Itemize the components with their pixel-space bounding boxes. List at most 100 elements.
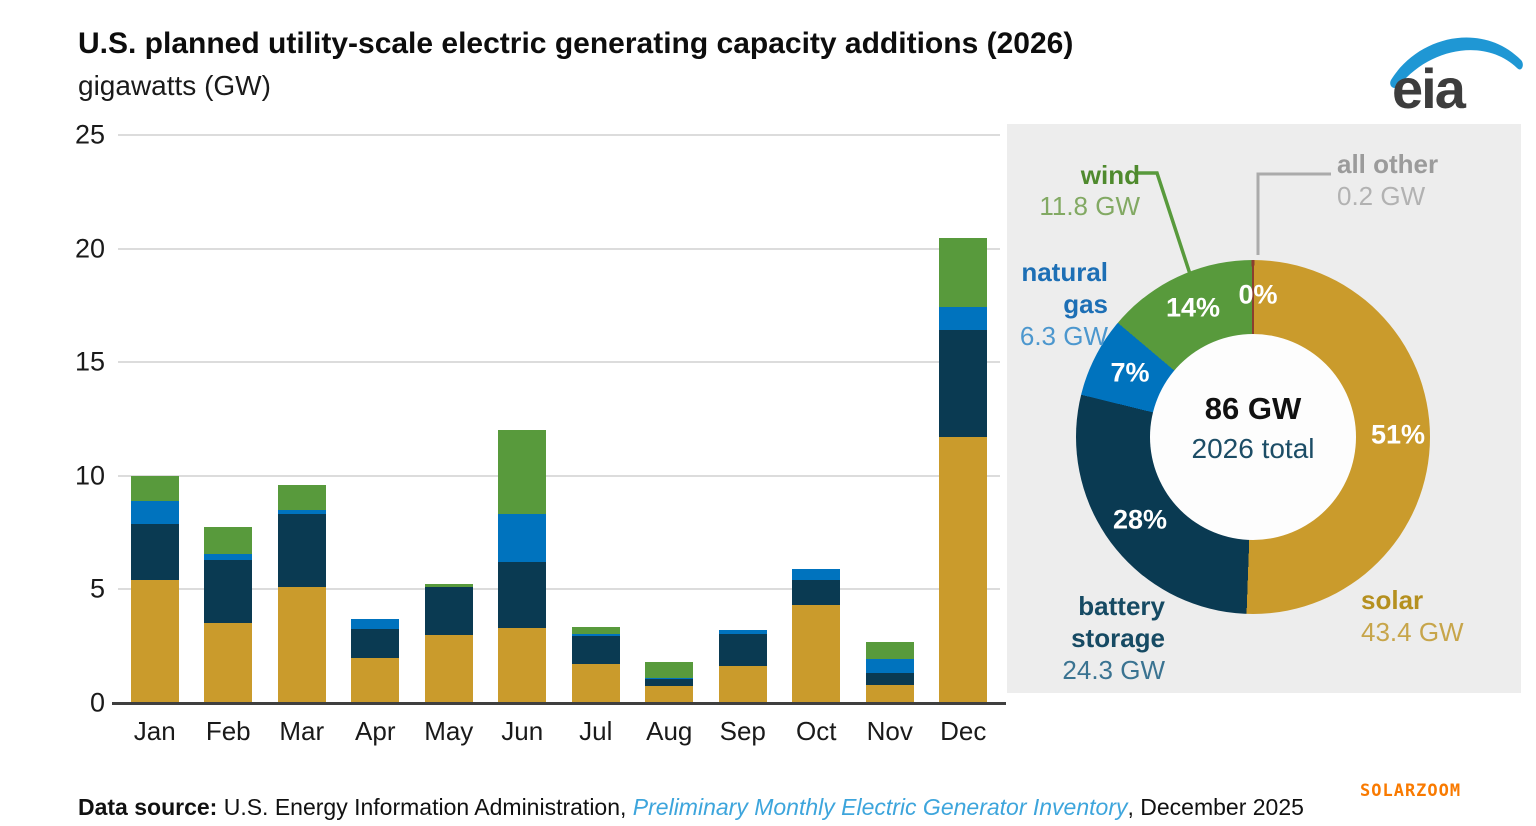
bar-dec-solar: [939, 437, 988, 703]
eia-logo-text: eia: [1392, 57, 1466, 120]
bar-feb-natural-gas: [204, 554, 253, 560]
battery-callout-value: 24.3 GW: [1062, 655, 1165, 685]
bar-mar-wind: [277, 484, 326, 510]
bar-jul-natural-gas: [571, 633, 620, 636]
solarzoom-watermark: SOLARZOOM: [1360, 781, 1462, 801]
x-label-aug: Aug: [646, 716, 693, 746]
x-label-nov: Nov: [866, 716, 913, 746]
bar-aug-wind: [645, 662, 694, 679]
bar-jul-wind: [571, 626, 620, 634]
donut-center-label: 2026 total: [1191, 433, 1315, 464]
battery-storage-callout: battery storage 24.3 GW: [1007, 590, 1165, 686]
bar-may-solar: [424, 634, 473, 703]
bar-apr-natural-gas: [351, 618, 400, 630]
bar-jul: [571, 626, 620, 703]
bar-aug-natural-gas: [645, 678, 694, 680]
bar-jun-battery-storage: [498, 562, 547, 629]
x-axis-line: [112, 702, 1006, 705]
bar-apr: [351, 618, 400, 703]
eia-logo: eia: [1388, 30, 1528, 125]
donut-percent-natural-gas: 7%: [1110, 357, 1150, 388]
natural-gas-callout: natural gas 6.3 GW: [1007, 256, 1108, 352]
gridline-10: [118, 474, 1000, 477]
bar-mar-solar: [277, 587, 326, 703]
solar-callout-value: 43.4 GW: [1361, 617, 1464, 647]
bar-oct-solar: [792, 605, 841, 703]
bar-jan-solar: [130, 580, 179, 703]
bar-sep: [718, 630, 767, 703]
wind-callout-value: 11.8 GW: [1039, 191, 1140, 221]
x-label-feb: Feb: [205, 716, 251, 746]
bar-nov-solar: [865, 684, 914, 703]
data-source-line: Data source: U.S. Energy Information Adm…: [78, 794, 1304, 821]
solar-callout: solar 43.4 GW: [1361, 584, 1464, 648]
donut-panel: 0% 51% 28% 7% 14% 86 GW 2026 total wind …: [1007, 124, 1521, 693]
bar-oct-battery-storage: [792, 580, 841, 606]
bar-oct-natural-gas: [792, 568, 841, 581]
bar-chart-plot: [112, 134, 1006, 705]
y-tick-0: 0: [89, 687, 105, 718]
bar-jul-solar: [571, 664, 620, 703]
bar-dec-wind: [939, 238, 988, 307]
x-label-jul: Jul: [579, 716, 613, 746]
x-label-mar: Mar: [279, 716, 325, 746]
wind-callout: wind 11.8 GW: [1007, 160, 1140, 222]
bar-apr-battery-storage: [351, 629, 400, 658]
eia-swoosh-icon: [1390, 37, 1523, 89]
bar-jan: [130, 475, 179, 703]
gridline-15: [118, 361, 1000, 364]
gridline-5: [118, 588, 1000, 591]
bar-jul-battery-storage: [571, 636, 620, 665]
bar-jan-wind: [130, 475, 179, 501]
y-axis-labels: 0 5 10 15 20 25: [55, 120, 105, 718]
bar-dec: [939, 238, 988, 703]
chart-title: U.S. planned utility-scale electric gene…: [78, 27, 1074, 60]
y-tick-20: 20: [74, 233, 105, 264]
x-label-dec: Dec: [940, 716, 987, 746]
bar-sep-natural-gas: [718, 630, 767, 634]
all-other-callout-line: [1256, 172, 1331, 255]
bar-nov-wind: [865, 641, 914, 659]
bar-feb-battery-storage: [204, 559, 253, 624]
x-label-jun: Jun: [501, 716, 544, 746]
y-tick-10: 10: [74, 460, 105, 491]
y-tick-25: 25: [74, 119, 105, 150]
data-source-publication: Preliminary Monthly Electric Generator I…: [632, 794, 1128, 820]
data-source-suffix: , December 2025: [1127, 794, 1304, 820]
bar-jun: [498, 430, 547, 703]
y-tick-15: 15: [74, 346, 105, 377]
bar-aug-solar: [645, 685, 694, 703]
natural-gas-callout-name-line2: gas: [1063, 289, 1108, 319]
bar-mar: [277, 484, 326, 703]
all-other-callout-value: 0.2 GW: [1337, 181, 1426, 211]
data-source-body: U.S. Energy Information Administration,: [217, 794, 633, 820]
solar-callout-name: solar: [1361, 585, 1424, 615]
wind-callout-name: wind: [1080, 160, 1140, 190]
bar-aug-battery-storage: [645, 679, 694, 686]
x-label-jan: Jan: [133, 716, 176, 746]
bar-feb: [204, 526, 253, 703]
data-source-prefix: Data source:: [78, 794, 218, 820]
gridline-25: [118, 134, 1000, 136]
x-label-apr: Apr: [355, 716, 396, 746]
donut-hole: [1150, 334, 1356, 540]
bar-jun-wind: [498, 430, 547, 515]
bar-nov: [865, 641, 914, 703]
x-label-oct: Oct: [796, 716, 837, 746]
all-other-callout: all other 0.2 GW: [1337, 148, 1438, 212]
bar-apr-solar: [351, 657, 400, 703]
bar-sep-battery-storage: [718, 633, 767, 666]
bar-dec-battery-storage: [939, 330, 988, 438]
bar-sep-solar: [718, 665, 767, 703]
bar-nov-natural-gas: [865, 658, 914, 674]
x-label-may: May: [424, 716, 474, 746]
bar-aug: [645, 662, 694, 703]
bar-dec-natural-gas: [939, 306, 988, 331]
bar-jan-natural-gas: [130, 500, 179, 524]
bar-jan-battery-storage: [130, 523, 179, 581]
bar-may-battery-storage: [424, 587, 473, 635]
donut-percent-all-other: 0%: [1238, 279, 1278, 310]
battery-callout-name-line1: battery: [1078, 591, 1165, 621]
bar-oct: [792, 568, 841, 703]
